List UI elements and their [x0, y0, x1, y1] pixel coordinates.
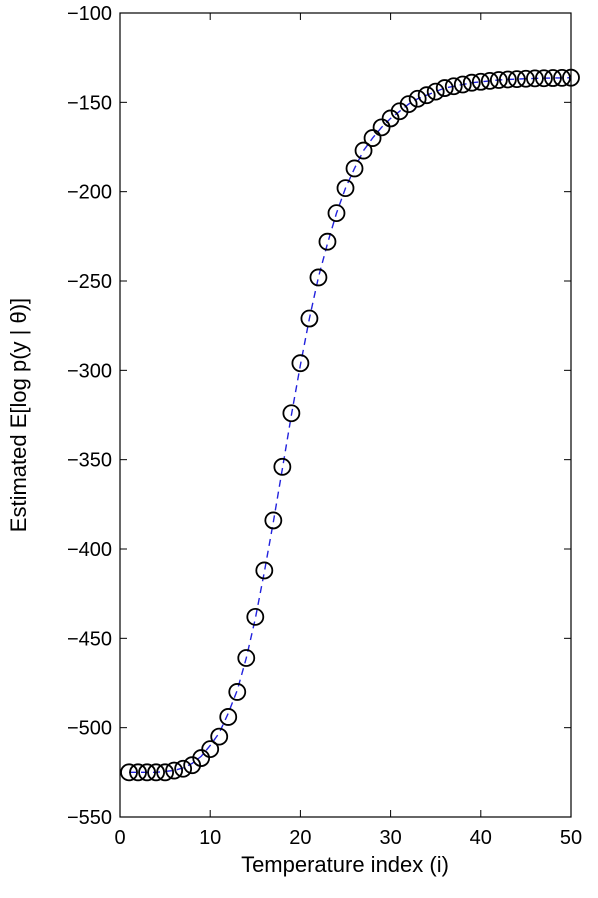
data-point: [264, 511, 283, 530]
data-point: [147, 763, 165, 782]
y-tick-label: −450: [67, 628, 112, 650]
data-point: [444, 77, 463, 96]
data-point: [372, 118, 391, 137]
data-point: [210, 727, 229, 746]
data-point: [426, 82, 445, 101]
data-point: [309, 268, 328, 287]
data-point: [489, 71, 508, 89]
x-tick-label: 20: [289, 827, 311, 849]
data-point: [237, 649, 256, 667]
data-point: [201, 740, 220, 759]
x-tick-label: 10: [199, 827, 221, 849]
x-tick-label: 40: [470, 827, 492, 849]
plot-area: [119, 12, 572, 818]
data-point: [219, 708, 238, 726]
y-tick-label: −100: [67, 3, 112, 25]
data-point: [517, 69, 535, 88]
data-point: [462, 73, 481, 92]
data-point: [192, 749, 211, 767]
y-tick-label: −550: [67, 807, 112, 829]
y-tick-label: −150: [67, 92, 112, 114]
data-point: [273, 457, 292, 476]
data-point: [435, 79, 454, 97]
data-point: [562, 68, 580, 87]
data-point: [453, 75, 472, 94]
data-point: [300, 309, 319, 328]
data-point: [327, 204, 346, 223]
data-point: [165, 761, 184, 780]
y-tick-label: −350: [67, 450, 112, 472]
data-point: [318, 232, 337, 251]
data-point: [526, 69, 544, 88]
x-tick-label: 30: [379, 827, 401, 849]
data-point: [336, 179, 355, 197]
x-axis-label: Temperature index (i): [241, 852, 449, 877]
data-point: [544, 69, 562, 87]
data-point: [363, 129, 382, 147]
data-point: [255, 561, 274, 580]
data-point: [129, 763, 147, 782]
y-tick-label: −200: [67, 182, 112, 204]
data-point: [553, 68, 571, 87]
data-point: [174, 759, 193, 778]
y-axis-label: Estimated E[log p(y | θ)]: [6, 298, 31, 532]
data-point: [156, 763, 175, 782]
data-point: [408, 89, 427, 108]
data-point: [480, 71, 499, 90]
data-point: [228, 683, 247, 701]
marker-layer: [120, 68, 580, 782]
data-point: [120, 763, 138, 782]
data-point: [471, 72, 490, 91]
y-tick-label: −400: [67, 539, 112, 561]
data-point: [246, 607, 265, 626]
y-tick-label: −250: [67, 271, 112, 293]
data-point: [399, 95, 418, 114]
data-point: [282, 404, 301, 423]
data-point: [291, 354, 310, 373]
y-tick-label: −300: [67, 360, 112, 382]
axis-ticks: 0 10 20 30 40 50 −100 −150 −200 −250 −300 −350 −400 −…: [67, 3, 582, 849]
x-tick-label: 0: [114, 827, 125, 849]
data-point: [507, 70, 526, 89]
data-point: [354, 141, 373, 160]
x-tick-label: 50: [560, 827, 582, 849]
data-point: [138, 763, 156, 782]
data-point: [535, 69, 553, 88]
y-tick-label: −500: [67, 718, 112, 740]
data-point: [345, 159, 364, 178]
data-point: [498, 70, 517, 89]
data-point: [417, 86, 436, 105]
